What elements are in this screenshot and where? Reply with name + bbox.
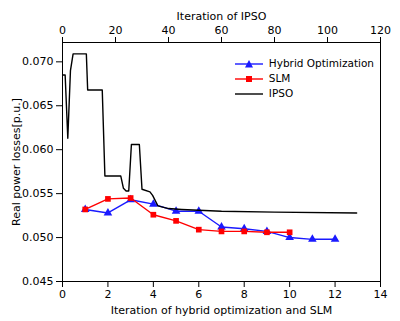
svg-text:0: 0: [59, 288, 66, 301]
svg-text:6: 6: [195, 288, 202, 301]
svg-text:0: 0: [59, 24, 66, 37]
svg-text:4: 4: [150, 288, 157, 301]
svg-text:Iteration of IPSO: Iteration of IPSO: [177, 10, 267, 23]
svg-text:10: 10: [283, 288, 297, 301]
svg-text:0.050: 0.050: [22, 231, 54, 244]
svg-text:80: 80: [268, 24, 282, 37]
svg-text:60: 60: [215, 24, 229, 37]
svg-text:20: 20: [109, 24, 123, 37]
svg-text:14: 14: [374, 288, 388, 301]
svg-text:0.045: 0.045: [22, 275, 54, 288]
svg-text:8: 8: [241, 288, 248, 301]
svg-text:40: 40: [162, 24, 176, 37]
svg-text:12: 12: [328, 288, 342, 301]
html-text:SLM: SLM: [268, 72, 291, 84]
svg-text:0.055: 0.055: [22, 187, 54, 200]
svg-text:2: 2: [104, 288, 111, 301]
html-text:Hybrid Optimization: Hybrid Optimization: [268, 57, 374, 69]
svg-text:0.070: 0.070: [22, 55, 54, 68]
svg-text:100: 100: [317, 24, 338, 37]
svg-text:120: 120: [370, 24, 391, 37]
svg-text:0.060: 0.060: [22, 143, 54, 156]
svg-text:Real power losses[p.u.]: Real power losses[p.u.]: [10, 98, 23, 226]
html-text:IPSO: IPSO: [268, 87, 294, 99]
svg-text:0.065: 0.065: [22, 99, 54, 112]
svg-text:Iteration of hybrid optimizati: Iteration of hybrid optimization and SLM: [111, 304, 333, 317]
